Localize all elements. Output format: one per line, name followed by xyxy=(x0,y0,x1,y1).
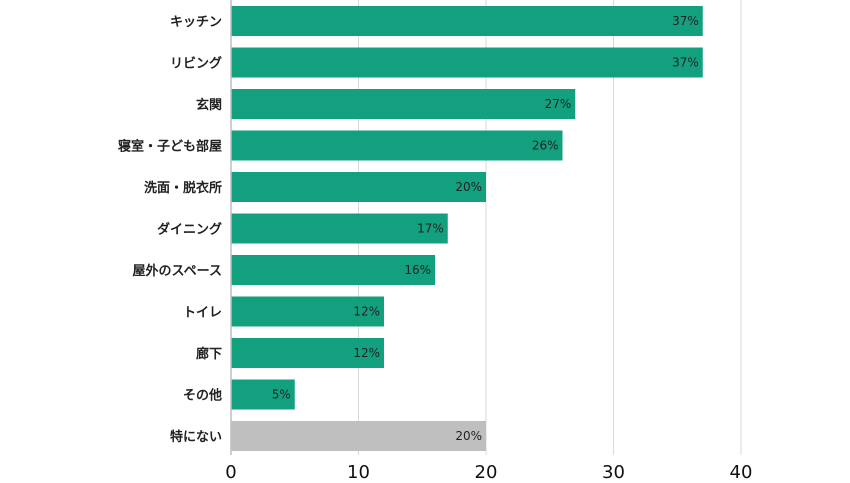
bar xyxy=(231,6,703,36)
category-label: 廊下 xyxy=(196,346,222,362)
x-tick-label: 40 xyxy=(730,462,753,483)
category-label: 洗面・脱衣所 xyxy=(144,180,222,196)
bar xyxy=(231,89,576,119)
value-label: 12% xyxy=(353,346,380,360)
category-label: キッチン xyxy=(170,15,222,30)
bar xyxy=(231,47,703,78)
value-label: 27% xyxy=(545,97,572,111)
value-label: 12% xyxy=(353,305,380,319)
bar xyxy=(231,296,384,327)
bar xyxy=(231,379,295,410)
value-label: 37% xyxy=(672,14,699,28)
category-label: リビング xyxy=(170,56,222,72)
x-tick-label: 0 xyxy=(225,462,236,483)
x-tick-label: 10 xyxy=(347,462,370,483)
value-label: 5% xyxy=(272,388,291,402)
value-label: 17% xyxy=(417,222,444,236)
bar xyxy=(231,255,435,285)
x-tick-label: 30 xyxy=(602,462,625,483)
category-label: その他 xyxy=(183,388,222,404)
bar xyxy=(231,421,486,451)
bar xyxy=(231,213,448,244)
category-label: トイレ xyxy=(183,306,222,321)
value-label: 26% xyxy=(532,139,559,153)
x-tick-label: 20 xyxy=(475,462,498,483)
value-label: 20% xyxy=(455,429,482,443)
category-label: 寝室・子ども部屋 xyxy=(118,139,222,155)
value-label: 20% xyxy=(455,180,482,194)
bar xyxy=(231,338,384,368)
value-label: 37% xyxy=(672,56,699,70)
category-label: ダイニング xyxy=(157,222,222,238)
bar xyxy=(231,130,563,161)
bar xyxy=(231,172,486,202)
category-label: 玄関 xyxy=(196,97,222,113)
category-label: 屋外のスペース xyxy=(133,263,222,279)
value-label: 16% xyxy=(404,263,431,277)
category-label: 特にない xyxy=(170,429,222,445)
